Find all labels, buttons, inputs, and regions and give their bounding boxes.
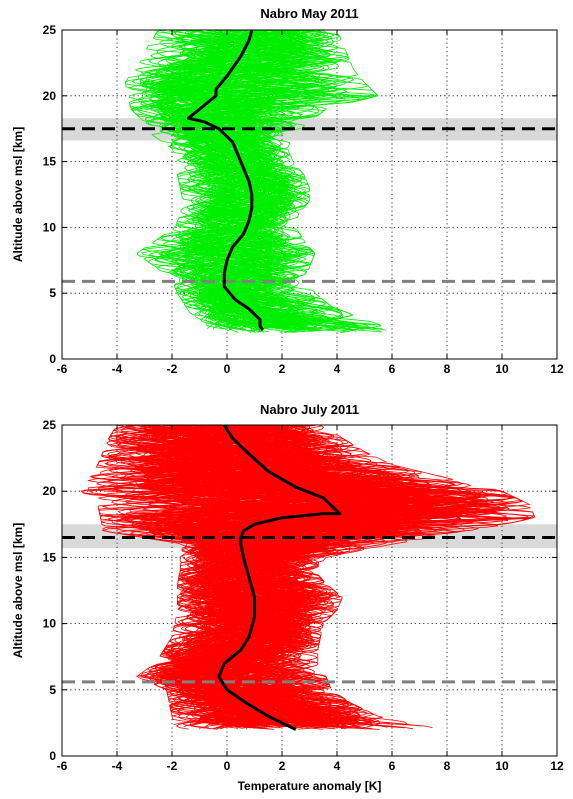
y-tick-label: 15 [43,155,57,169]
x-axis-label: Temperature anomaly [K] [238,779,382,793]
temperature-profile [151,425,490,723]
temperature-profile [101,425,471,725]
temperature-profile [101,425,503,725]
temperature-profile [175,30,369,330]
y-tick-label: 25 [43,418,57,432]
temperature-profile [158,30,329,329]
chart-panel-2: Nabro July 2011 -6 -4 -2 0 2 4 6 8 10 12 0 5 10 15 20 25… [11,402,564,793]
x-tick-label: -6 [57,759,68,773]
temperature-profile [100,425,418,722]
temperature-profile [160,30,340,330]
profile-lines [80,425,536,730]
temperature-profile [107,425,451,727]
temperature-profile [188,30,358,329]
y-tick-label: 25 [43,23,57,37]
y-tick-label: 5 [49,286,56,300]
temperature-profile [166,30,303,327]
x-tick-label: 0 [224,759,231,773]
temperature-profile [147,425,336,723]
x-tick-label: -2 [167,362,178,376]
temperature-profile [169,30,382,333]
temperature-profile [184,425,367,724]
x-tick-label: 10 [495,362,509,376]
x-tick-label: -4 [112,362,123,376]
temperature-profile [101,425,362,725]
y-tick-label: 5 [49,683,56,697]
temperature-profile [203,425,461,729]
y-tick-label: 15 [43,550,57,564]
x-tick-label: 8 [444,362,451,376]
plot-frame [61,29,558,360]
y-axis-label: Altitude above msl [km] [11,523,25,658]
x-tick-label: -6 [57,362,68,376]
x-tick-label: 2 [279,362,286,376]
x-tick-label: -2 [167,759,178,773]
y-tick-label: 10 [43,617,57,631]
y-tick-label: 20 [43,484,57,498]
chart-title: Nabro May 2011 [260,6,358,21]
x-tick-label: 6 [389,362,396,376]
x-tick-label: 4 [334,759,341,773]
x-tick-label: 12 [550,759,564,773]
chart-panel-1: Nabro May 2011 -6 -4 -2 0 2 4 6 8 10 12 0 5 10 15 20 25 A… [11,6,564,376]
chart-title: Nabro July 2011 [260,402,359,417]
mean-profile-line [217,425,342,731]
temperature-profile [129,425,514,723]
x-tick-label: 0 [224,362,231,376]
x-tick-label: 12 [550,362,564,376]
x-tick-label: 10 [495,759,509,773]
x-tick-label: 6 [389,759,396,773]
x-tick-label: -4 [112,759,123,773]
mean-profile-line [187,30,265,331]
x-tick-label: 4 [334,362,341,376]
y-tick-label: 0 [49,749,56,763]
profile-lines [124,30,387,334]
y-axis-label: Altitude above msl [km] [11,127,25,262]
temperature-profile [166,425,403,728]
y-tick-label: 0 [49,352,56,366]
temperature-profile [141,30,332,327]
temperature-profile [147,425,536,728]
y-tick-label: 10 [43,220,57,234]
plot-frame [61,424,558,757]
temperature-profile [150,425,413,727]
y-tick-label: 20 [43,89,57,103]
temperature-profile [130,30,329,330]
temperature-profile [182,30,348,329]
x-tick-label: 8 [444,759,451,773]
temperature-profile [102,425,406,725]
x-tick-label: 2 [279,759,286,773]
temperature-profile [171,30,339,326]
temperature-profile [170,425,531,729]
